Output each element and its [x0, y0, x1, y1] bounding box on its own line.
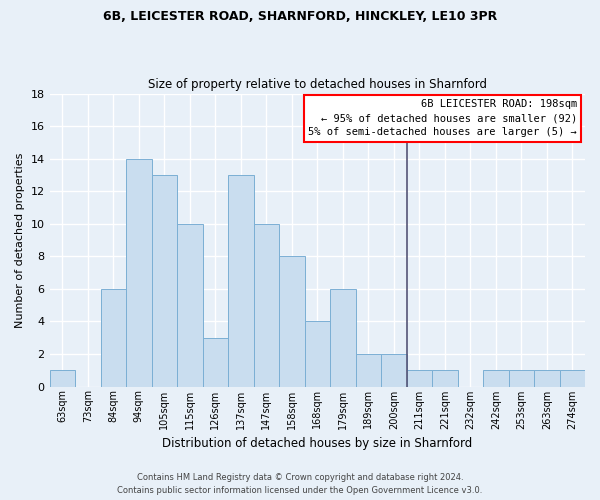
Bar: [305, 322, 330, 386]
Bar: [407, 370, 432, 386]
Bar: [483, 370, 509, 386]
Bar: [330, 289, 356, 386]
Bar: [152, 175, 177, 386]
Title: Size of property relative to detached houses in Sharnford: Size of property relative to detached ho…: [148, 78, 487, 91]
Bar: [126, 158, 152, 386]
Bar: [254, 224, 279, 386]
Y-axis label: Number of detached properties: Number of detached properties: [15, 152, 25, 328]
Bar: [177, 224, 203, 386]
Bar: [560, 370, 585, 386]
Bar: [534, 370, 560, 386]
X-axis label: Distribution of detached houses by size in Sharnford: Distribution of detached houses by size …: [162, 437, 472, 450]
Text: 6B, LEICESTER ROAD, SHARNFORD, HINCKLEY, LE10 3PR: 6B, LEICESTER ROAD, SHARNFORD, HINCKLEY,…: [103, 10, 497, 23]
Text: Contains HM Land Registry data © Crown copyright and database right 2024.
Contai: Contains HM Land Registry data © Crown c…: [118, 474, 482, 495]
Bar: [203, 338, 228, 386]
Bar: [50, 370, 75, 386]
Bar: [432, 370, 458, 386]
Bar: [356, 354, 381, 386]
Bar: [509, 370, 534, 386]
Bar: [381, 354, 407, 386]
Text: 6B LEICESTER ROAD: 198sqm
← 95% of detached houses are smaller (92)
5% of semi-d: 6B LEICESTER ROAD: 198sqm ← 95% of detac…: [308, 100, 577, 138]
Bar: [101, 289, 126, 386]
Bar: [279, 256, 305, 386]
Bar: [228, 175, 254, 386]
